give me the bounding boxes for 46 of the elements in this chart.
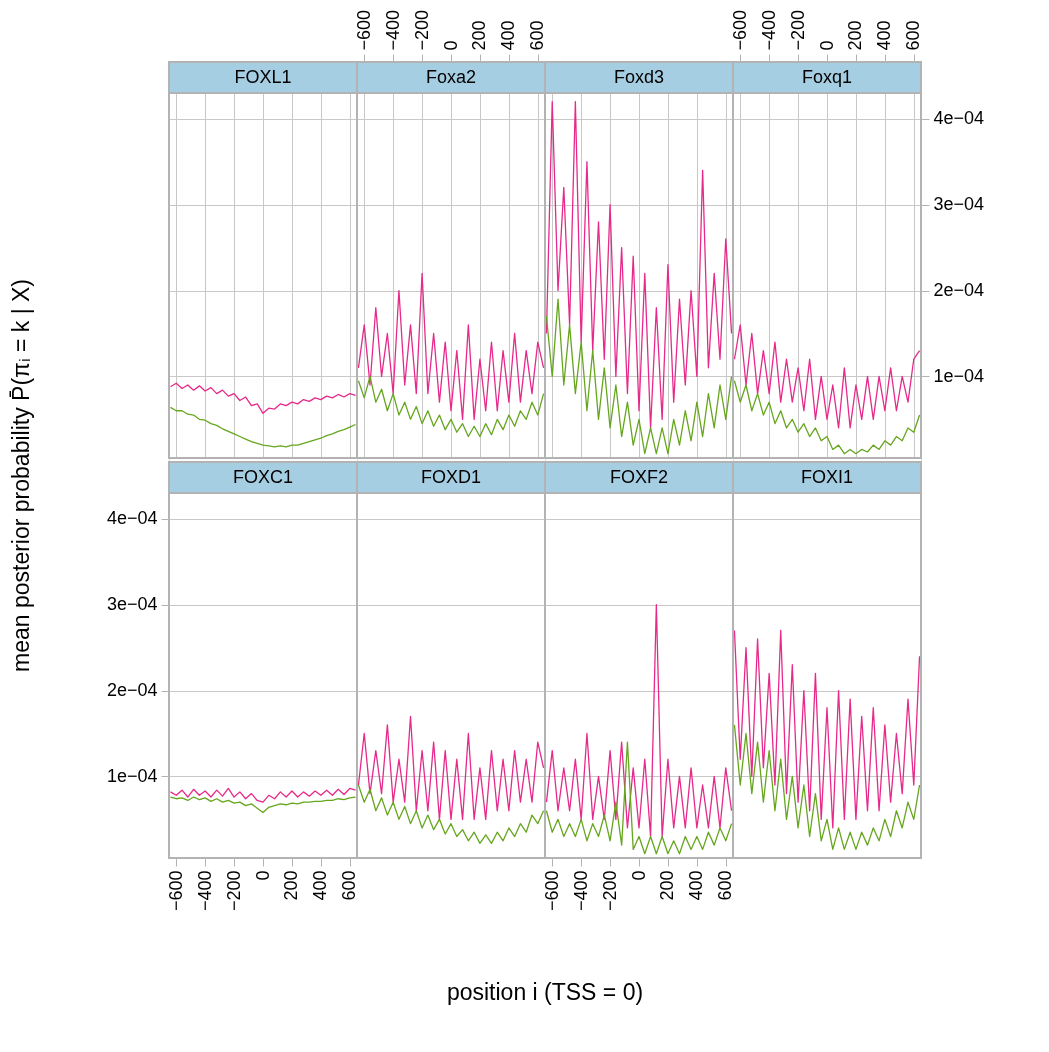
x-tick-label: −200 [223,870,244,912]
chart-title: Foxd3 [613,66,665,87]
chart-title: FOXD1 [420,466,482,487]
x-tick-label: −200 [787,9,808,51]
x-tick-label: −600 [165,870,186,912]
y-axis-title: mean posterior probability P̄(πᵢ = k | X) [8,279,34,672]
y-tick-label: 1e−04 [933,365,985,386]
chart-title: Foxq1 [801,66,853,87]
y-tick-label: 2e−04 [106,680,158,701]
x-tick-label: −400 [194,870,215,912]
x-tick-label: 600 [903,20,924,51]
x-tick-label: −400 [570,870,591,912]
chart-title: FOXC1 [232,466,294,487]
x-tick-label: 0 [440,40,461,51]
x-tick-label: 0 [628,870,649,881]
x-axis-title: position i (TSS = 0) [446,979,644,1005]
chart-title: FOXL1 [234,66,292,87]
x-tick-label: 600 [527,20,548,51]
x-tick-label: 0 [252,870,273,881]
x-tick-label: 200 [845,20,866,51]
y-tick-label: 3e−04 [933,194,985,215]
chart-title: FOXI1 [800,466,854,487]
x-tick-label: −400 [382,9,403,51]
chart-title: FOXF2 [609,466,669,487]
y-tick-label: 4e−04 [106,508,158,529]
x-tick-label: −600 [729,9,750,51]
x-tick-label: 200 [281,870,302,901]
x-tick-label: −200 [411,9,432,51]
x-tick-label: 600 [715,870,736,901]
x-tick-label: 400 [310,870,331,901]
x-tick-label: 600 [339,870,360,901]
chart-title: Foxa2 [425,66,477,87]
x-tick-label: 200 [469,20,490,51]
x-tick-label: 400 [874,20,895,51]
x-tick-label: −400 [758,9,779,51]
x-tick-label: 200 [657,870,678,901]
x-tick-label: 400 [498,20,519,51]
x-tick-label: −600 [353,9,374,51]
y-tick-label: 3e−04 [106,594,158,615]
x-tick-label: 0 [816,40,837,51]
y-tick-label: 1e−04 [106,765,158,786]
x-tick-label: 400 [686,870,707,901]
y-tick-label: 4e−04 [933,108,985,129]
x-tick-label: −600 [541,870,562,912]
x-tick-label: −200 [599,870,620,912]
y-tick-label: 2e−04 [933,280,985,301]
